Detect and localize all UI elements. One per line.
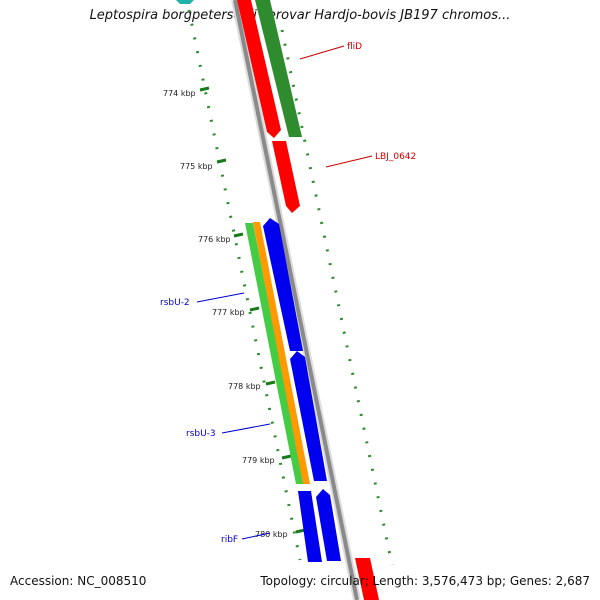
tick-label: 776 kbp bbox=[198, 235, 231, 244]
gene-features bbox=[176, 0, 379, 600]
tick-label: 775 kbp bbox=[180, 162, 213, 171]
topology-text: Topology: circular; Length: 3,576,473 bp… bbox=[260, 574, 590, 588]
scale-ticks bbox=[199, 86, 306, 534]
tick-mark bbox=[216, 158, 227, 164]
backbone bbox=[231, 0, 361, 600]
tick-mark bbox=[281, 454, 292, 460]
gene-blue-ribf-1 bbox=[298, 491, 322, 562]
gene-red-lbj0642 bbox=[272, 141, 300, 213]
tick-label: 780 kbp bbox=[255, 530, 288, 539]
callout-line bbox=[196, 292, 245, 303]
callout-line bbox=[325, 155, 373, 168]
accession-text: Accession: NC_008510 bbox=[10, 574, 147, 588]
gene-blue-rsbu3 bbox=[290, 351, 327, 481]
tick-mark bbox=[249, 306, 260, 312]
callout-line bbox=[221, 423, 271, 434]
gene-blue-ribf-2 bbox=[316, 489, 341, 561]
gene-red-bottom bbox=[355, 558, 379, 600]
tick-labels: 774 kbp 775 kbp 776 kbp 777 kbp 778 kbp … bbox=[163, 89, 288, 539]
callout-line bbox=[299, 45, 345, 60]
gene-callouts bbox=[196, 45, 373, 540]
gene-label-rsbu3: rsbU-3 bbox=[186, 429, 216, 439]
gene-light-green bbox=[245, 223, 304, 484]
map-title: Leptospira borgpetersenii serovar Hardjo… bbox=[89, 8, 511, 23]
tick-mark bbox=[295, 528, 306, 534]
gene-label-rsbu2: rsbU-2 bbox=[160, 298, 190, 308]
gene-red-1 bbox=[237, 0, 281, 138]
gene-blue-rsbu2 bbox=[263, 218, 303, 351]
callout-line bbox=[241, 532, 271, 540]
tick-label: 779 kbp bbox=[242, 456, 275, 465]
tick-mark bbox=[199, 86, 210, 92]
gene-flid bbox=[255, 0, 302, 137]
tick-label: 778 kbp bbox=[228, 382, 261, 391]
gene-label-ribf: ribF bbox=[221, 535, 238, 545]
outer-ring-dots bbox=[187, 9, 394, 566]
tick-label: 777 kbp bbox=[212, 308, 245, 317]
gene-label-texts: fliD LBJ_0642 rsbU-2 rsbU-3 ribF bbox=[160, 42, 416, 545]
gene-teal bbox=[176, 0, 194, 4]
gene-orange bbox=[253, 222, 310, 484]
tick-mark bbox=[265, 380, 276, 386]
tick-mark bbox=[233, 232, 244, 238]
gene-label-flid: fliD bbox=[347, 42, 362, 52]
tick-label: 774 kbp bbox=[163, 89, 196, 98]
gene-label-lbj0642: LBJ_0642 bbox=[375, 152, 416, 162]
